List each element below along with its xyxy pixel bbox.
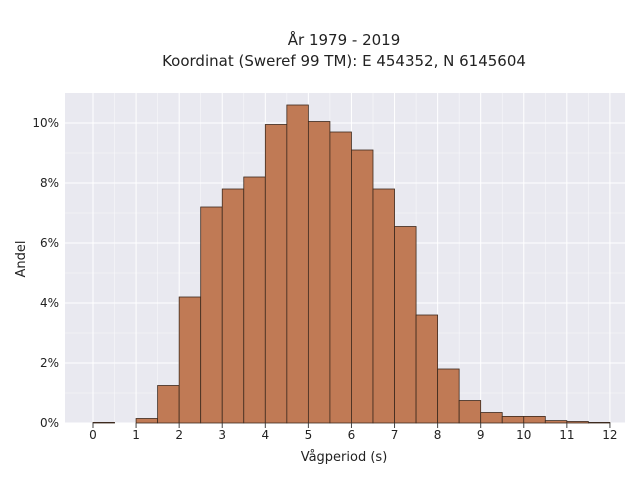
chart-title: År 1979 - 2019 [288,30,401,49]
x-tick-label: 11 [559,428,574,442]
x-axis-ticks: 0 1 2 3 4 5 6 7 8 9 10 11 12 [89,423,618,442]
histogram-bar [372,188,395,424]
y-axis-label: Andel [14,241,29,278]
x-tick-label: 1 [132,428,140,442]
x-tick-label: 2 [175,428,183,442]
chart-subtitle: Koordinat (Sweref 99 TM): E 454352, N 61… [162,52,526,70]
histogram-bar [200,206,223,424]
histogram-bar [437,368,460,424]
y-tick-label: 8% [40,176,59,190]
histogram-bar [523,415,546,424]
x-tick-label: 9 [477,428,485,442]
histogram-bar [566,421,589,424]
y-tick-label: 4% [40,296,59,310]
x-tick-label: 3 [218,428,226,442]
histogram-bar [286,104,309,424]
histogram-bar [329,131,352,424]
x-tick-label: 4 [261,428,269,442]
x-tick-label: 12 [602,428,617,442]
x-tick-label: 7 [391,428,399,442]
y-axis-ticks: 0% 2% 4% 6% 8% 10% [32,116,59,430]
histogram-bar [243,176,266,424]
histogram-bar [415,314,439,424]
histogram-bar [544,420,568,424]
histogram-bar [458,400,482,424]
y-tick-label: 6% [40,236,59,250]
y-tick-label: 2% [40,356,59,370]
x-tick-label: 0 [89,428,97,442]
histogram-bar [480,412,503,424]
histogram-bar [92,421,115,424]
histogram-bar [178,296,202,424]
y-tick-label: 0% [40,416,59,430]
histogram-bar [501,415,525,424]
histogram-bar [307,121,331,424]
histogram-bar [587,421,611,424]
x-tick-label: 5 [305,428,313,442]
histogram-bar [221,188,245,424]
histogram-bar [351,149,374,424]
histogram-bar [157,385,180,424]
x-tick-label: 8 [434,428,442,442]
x-axis-label: Vågperiod (s) [301,450,388,465]
histogram-bar [394,226,417,424]
bars [92,104,611,424]
histogram-bar [264,124,288,424]
x-tick-label: 10 [516,428,531,442]
histogram-bar [135,418,159,424]
x-tick-label: 6 [348,428,356,442]
y-tick-label: 10% [32,116,59,130]
